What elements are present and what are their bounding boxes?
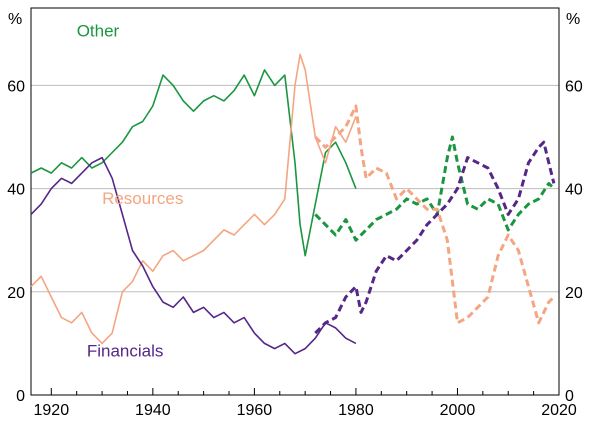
y-axis-ticks: 0 0 20 20 40 40 60 60 bbox=[7, 78, 583, 405]
plot-frame bbox=[30, 7, 560, 396]
other-label: Other bbox=[77, 21, 120, 40]
y-tick-right-60: 60 bbox=[565, 78, 583, 95]
financials-line-dashed bbox=[314, 140, 556, 335]
y-tick-left-20: 20 bbox=[7, 285, 25, 302]
right-axis-unit: % bbox=[566, 11, 580, 28]
y-tick-left-0: 0 bbox=[16, 388, 25, 405]
series-labels: Other Resources Financials bbox=[77, 21, 184, 360]
x-tick-2020: 2020 bbox=[541, 402, 577, 419]
y-tick-right-40: 40 bbox=[565, 182, 583, 199]
resources-line-solid bbox=[30, 53, 357, 345]
x-tick-1940: 1940 bbox=[135, 402, 171, 419]
x-tick-2000: 2000 bbox=[440, 402, 476, 419]
series-layer bbox=[30, 53, 556, 355]
x-axis-ticks: 1920 1940 1960 1980 2000 2020 bbox=[34, 388, 577, 419]
y-tick-right-20: 20 bbox=[565, 285, 583, 302]
y-tick-left-60: 60 bbox=[7, 78, 25, 95]
other-line-dashed bbox=[314, 135, 555, 242]
x-tick-1960: 1960 bbox=[237, 402, 273, 419]
left-axis-unit: % bbox=[8, 11, 22, 28]
financials-line-solid bbox=[30, 156, 357, 355]
other-line-solid bbox=[30, 69, 357, 257]
y-tick-left-40: 40 bbox=[7, 182, 25, 199]
x-tick-1980: 1980 bbox=[338, 402, 374, 419]
y-tick-right-0: 0 bbox=[565, 388, 574, 405]
resources-label: Resources bbox=[102, 189, 183, 208]
financials-label: Financials bbox=[87, 341, 164, 360]
x-tick-1920: 1920 bbox=[34, 402, 70, 419]
